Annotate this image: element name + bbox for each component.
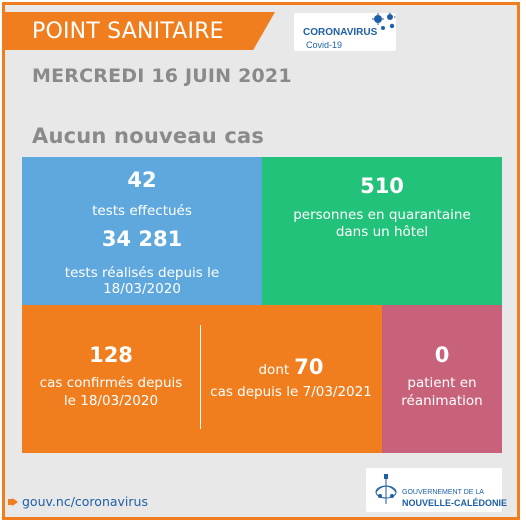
reanimation-count: 0	[434, 343, 450, 367]
status-subtitle: Aucun nouveau cas	[32, 124, 265, 148]
reanimation-label-2: réanimation	[401, 393, 483, 409]
quarantine-label-2: dans un hôtel	[335, 224, 429, 240]
coronavirus-link[interactable]: gouv.nc/coronavirus	[22, 494, 148, 509]
tile-tests: 42 tests effectués 34 281 tests réalisés…	[22, 157, 262, 305]
tests-total-label-2: 18/03/2020	[103, 281, 181, 297]
government-badge	[366, 468, 502, 512]
tests-count: 42	[127, 168, 157, 192]
government-emblem-icon	[375, 474, 397, 504]
reanimation-label-1: patient en	[407, 375, 477, 391]
dont-line: dont 70	[200, 355, 382, 379]
tests-total: 34 281	[101, 227, 183, 251]
confirmed-label-1: cas confirmés depuis	[39, 375, 183, 391]
covid-subtitle: Covid-19	[306, 40, 343, 50]
confirmed-label-2: le 18/03/2020	[63, 393, 159, 409]
page-title: POINT SANITAIRE	[32, 19, 224, 44]
confirmed-count: 128	[89, 343, 133, 367]
government-line-2: NOUVELLE-CALÉDONIE	[402, 498, 508, 508]
header-banner	[3, 12, 275, 50]
virus-icon	[372, 12, 396, 30]
tests-count-label: tests effectués	[92, 203, 192, 219]
quarantine-label-1: personnes en quarantaine	[293, 207, 471, 223]
quarantine-count: 510	[360, 174, 404, 198]
coronavirus-title: CORONAVIRUS	[303, 27, 378, 38]
tile-divider	[200, 325, 201, 429]
tests-total-label-1: tests réalisés depuis le	[64, 265, 220, 281]
arrow-icon	[8, 497, 18, 507]
dont-prefix: dont	[258, 362, 290, 378]
date-label: MERCREDI 16 JUIN 2021	[32, 65, 292, 87]
dont-count: 70	[294, 355, 324, 379]
government-line-1: GOUVERNEMENT DE LA	[402, 489, 484, 496]
tile-quarantine: 510 personnes en quarantaine dans un hôt…	[262, 157, 502, 305]
tile-confirmed: 128 cas confirmés depuis le 18/03/2020 d…	[22, 305, 382, 453]
tile-reanimation: 0 patient en réanimation	[382, 305, 502, 453]
dont-label: cas depuis le 7/03/2021	[210, 384, 372, 400]
